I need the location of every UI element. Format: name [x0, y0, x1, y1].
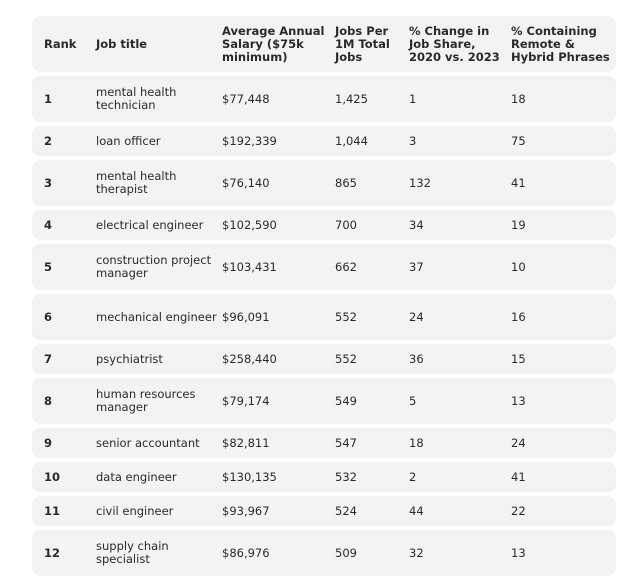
cell-job-title: electrical engineer	[96, 217, 204, 232]
header-remote: % Containing Remote & Hybrid Phrases	[511, 24, 610, 64]
cell-remote: 16	[511, 309, 526, 324]
header-change: % Change in Job Share, 2020 vs. 2023	[409, 24, 500, 64]
cell-jobs-per-1m: 524	[335, 503, 357, 518]
cell-jobs-per-1m: 1,425	[335, 91, 368, 106]
cell-job-title: civil engineer	[96, 503, 174, 518]
table-row: 1 mental health technician $77,448 1,425 1 18	[32, 76, 616, 122]
table-row: 4 electrical engineer $102,590 700 34 19	[32, 210, 616, 240]
cell-job-title: supply chain specialist	[96, 539, 169, 566]
cell-job-title: loan officer	[96, 133, 161, 148]
cell-remote: 24	[511, 435, 526, 450]
table-header: Rank Job title Average Annual Salary ($7…	[32, 16, 616, 72]
cell-rank: 3	[44, 175, 53, 190]
cell-job-title: data engineer	[96, 469, 177, 484]
cell-jobs-per-1m: 700	[335, 217, 357, 232]
cell-jobs-per-1m: 552	[335, 309, 357, 324]
table-row: 5 construction project manager $103,431 662…	[32, 244, 616, 290]
cell-jobs-per-1m: 547	[335, 435, 357, 450]
cell-rank: 12	[44, 545, 61, 560]
cell-remote: 75	[511, 133, 526, 148]
header-rank: Rank	[44, 37, 77, 51]
table-row: 7 psychiatrist $258,440 552 36 15	[32, 344, 616, 374]
cell-jobs-per-1m: 549	[335, 393, 357, 408]
cell-salary: $258,440	[222, 351, 277, 366]
cell-change: 32	[409, 545, 424, 560]
cell-salary: $76,140	[222, 175, 270, 190]
cell-change: 44	[409, 503, 424, 518]
table-row: 3 mental health therapist $76,140 865 132 41	[32, 160, 616, 206]
cell-jobs-per-1m: 865	[335, 175, 357, 190]
cell-rank: 9	[44, 435, 53, 450]
cell-salary: $96,091	[222, 309, 270, 324]
table-row: 9 senior accountant $82,811 547 18 24	[32, 428, 616, 458]
header-salary: Average Annual Salary ($75k minimum)	[222, 24, 325, 64]
cell-remote: 10	[511, 259, 526, 274]
cell-salary: $102,590	[222, 217, 277, 232]
cell-salary: $79,174	[222, 393, 270, 408]
cell-job-title: construction project manager	[96, 253, 212, 280]
cell-jobs-per-1m: 509	[335, 545, 357, 560]
cell-rank: 7	[44, 351, 53, 366]
cell-change: 34	[409, 217, 424, 232]
cell-rank: 2	[44, 133, 53, 148]
cell-salary: $82,811	[222, 435, 270, 450]
cell-salary: $86,976	[222, 545, 270, 560]
cell-change: 37	[409, 259, 424, 274]
cell-jobs-per-1m: 1,044	[335, 133, 368, 148]
cell-salary: $93,967	[222, 503, 270, 518]
cell-jobs-per-1m: 552	[335, 351, 357, 366]
cell-remote: 19	[511, 217, 526, 232]
cell-rank: 10	[44, 469, 61, 484]
cell-job-title: human resources manager	[96, 387, 196, 414]
cell-change: 2	[409, 469, 417, 484]
cell-remote: 18	[511, 91, 526, 106]
table-row: 12 supply chain specialist $86,976 509 32 13	[32, 530, 616, 576]
cell-job-title: senior accountant	[96, 435, 200, 450]
cell-change: 18	[409, 435, 424, 450]
header-jobs-per-1m: Jobs Per 1M Total Jobs	[335, 24, 390, 64]
cell-salary: $77,448	[222, 91, 270, 106]
table-row: 10 data engineer $130,135 532 2 41	[32, 462, 616, 492]
cell-change: 24	[409, 309, 424, 324]
cell-rank: 1	[44, 91, 53, 106]
cell-change: 1	[409, 91, 417, 106]
table-body: 1 mental health technician $77,448 1,425 1 18…	[32, 76, 616, 576]
cell-job-title: psychiatrist	[96, 351, 163, 366]
cell-change: 3	[409, 133, 417, 148]
cell-change: 5	[409, 393, 417, 408]
cell-remote: 41	[511, 469, 526, 484]
header-job-title: Job title	[96, 37, 148, 51]
cell-rank: 5	[44, 259, 53, 274]
cell-remote: 15	[511, 351, 526, 366]
cell-job-title: mental health technician	[96, 85, 177, 112]
table-row: 2 loan officer $192,339 1,044 3 75	[32, 126, 616, 156]
table-row: 8 human resources manager $79,174 549 5 13	[32, 378, 616, 424]
table-row: 11 civil engineer $93,967 524 44 22	[32, 496, 616, 526]
cell-jobs-per-1m: 662	[335, 259, 357, 274]
cell-remote: 41	[511, 175, 526, 190]
cell-salary: $192,339	[222, 133, 277, 148]
jobs-table: Rank Job title Average Annual Salary ($7…	[32, 16, 616, 580]
table-row: 6 mechanical engineer $96,091 552 24 16	[32, 294, 616, 340]
cell-job-title: mechanical engineer	[96, 309, 217, 324]
cell-salary: $103,431	[222, 259, 277, 274]
cell-salary: $130,135	[222, 469, 277, 484]
cell-change: 132	[409, 175, 431, 190]
cell-remote: 22	[511, 503, 526, 518]
cell-rank: 8	[44, 393, 53, 408]
cell-rank: 6	[44, 309, 53, 324]
cell-change: 36	[409, 351, 424, 366]
cell-jobs-per-1m: 532	[335, 469, 357, 484]
cell-job-title: mental health therapist	[96, 169, 177, 196]
cell-rank: 4	[44, 217, 53, 232]
cell-rank: 11	[44, 503, 61, 518]
cell-remote: 13	[511, 545, 526, 560]
cell-remote: 13	[511, 393, 526, 408]
